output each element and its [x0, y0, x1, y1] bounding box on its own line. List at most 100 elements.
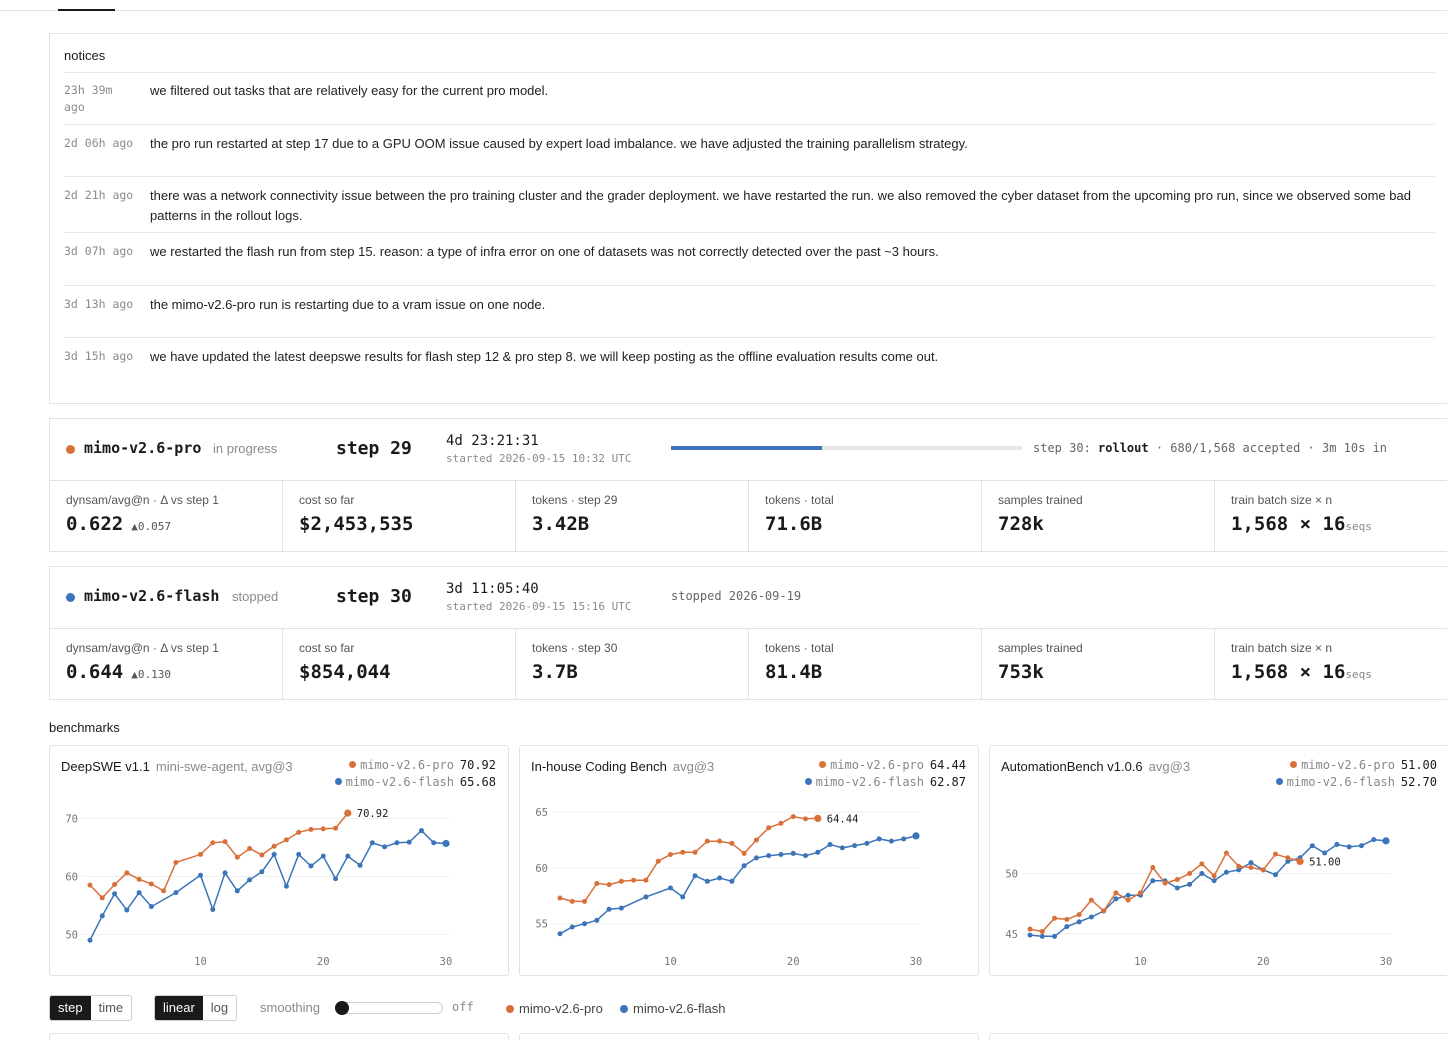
x-mode-step-button[interactable]: step: [50, 996, 91, 1020]
data-point[interactable]: [680, 849, 686, 855]
data-point[interactable]: [1211, 873, 1217, 879]
data-point[interactable]: [704, 838, 710, 844]
data-point[interactable]: [296, 851, 302, 857]
data-point[interactable]: [431, 840, 437, 846]
data-point[interactable]: [1088, 914, 1094, 920]
data-point[interactable]: [643, 877, 649, 883]
data-point[interactable]: [741, 850, 747, 856]
data-point[interactable]: [729, 878, 735, 884]
data-point[interactable]: [1334, 842, 1340, 847]
data-point[interactable]: [1174, 877, 1180, 883]
data-point[interactable]: [1322, 850, 1328, 856]
data-point[interactable]: [247, 877, 253, 883]
data-point[interactable]: [1248, 860, 1254, 866]
data-point[interactable]: [814, 814, 822, 822]
data-point[interactable]: [1052, 915, 1058, 921]
data-point[interactable]: [406, 839, 412, 845]
data-point[interactable]: [1052, 933, 1058, 939]
data-point[interactable]: [717, 838, 723, 844]
data-point[interactable]: [333, 825, 339, 831]
data-point[interactable]: [753, 855, 759, 861]
data-point[interactable]: [124, 870, 130, 876]
data-point[interactable]: [569, 924, 575, 930]
data-point[interactable]: [1236, 863, 1242, 869]
data-point[interactable]: [222, 870, 228, 876]
chart-legend-item[interactable]: mimo-v2.6-flash 52.70: [1275, 775, 1437, 792]
data-point[interactable]: [283, 837, 289, 843]
data-point[interactable]: [1273, 851, 1279, 857]
run-name[interactable]: mimo-v2.6-pro: [84, 439, 202, 457]
data-point[interactable]: [148, 904, 154, 910]
data-point[interactable]: [382, 844, 388, 850]
data-point[interactable]: [1088, 897, 1094, 903]
data-point[interactable]: [320, 826, 326, 832]
data-point[interactable]: [1162, 880, 1168, 886]
data-point[interactable]: [1296, 857, 1304, 866]
data-point[interactable]: [864, 840, 870, 846]
data-point[interactable]: [320, 853, 326, 859]
data-point[interactable]: [803, 816, 809, 822]
data-point[interactable]: [136, 890, 142, 896]
data-point[interactable]: [197, 872, 203, 878]
data-point[interactable]: [1236, 867, 1242, 873]
data-point[interactable]: [815, 849, 821, 855]
data-point[interactable]: [234, 888, 240, 894]
data-point[interactable]: [778, 852, 784, 858]
data-point[interactable]: [1125, 897, 1131, 903]
data-point[interactable]: [1150, 878, 1156, 884]
data-point[interactable]: [222, 839, 228, 845]
data-point[interactable]: [1174, 885, 1180, 891]
data-point[interactable]: [692, 849, 698, 855]
data-point[interactable]: [827, 842, 833, 847]
scale-log-button[interactable]: log: [202, 996, 237, 1020]
data-point[interactable]: [1113, 890, 1119, 896]
data-point[interactable]: [87, 937, 93, 943]
data-point[interactable]: [643, 894, 649, 900]
x-mode-time-button[interactable]: time: [90, 996, 132, 1020]
data-point[interactable]: [136, 876, 142, 882]
data-point[interactable]: [1346, 844, 1352, 850]
data-point[interactable]: [112, 891, 118, 897]
data-point[interactable]: [876, 836, 882, 842]
data-point[interactable]: [778, 820, 784, 826]
data-point[interactable]: [618, 905, 624, 911]
data-point[interactable]: [680, 894, 686, 900]
data-point[interactable]: [173, 890, 179, 896]
data-point[interactable]: [741, 863, 747, 869]
chart-legend-item[interactable]: mimo-v2.6-pro 51.00: [1276, 758, 1437, 775]
data-point[interactable]: [1113, 896, 1119, 902]
data-point[interactable]: [594, 881, 600, 887]
data-point[interactable]: [1211, 878, 1217, 884]
data-point[interactable]: [1285, 858, 1291, 864]
chart-legend-item[interactable]: mimo-v2.6-pro 64.44: [805, 758, 966, 775]
smoothing-slider[interactable]: [335, 1001, 443, 1015]
data-point[interactable]: [655, 858, 661, 864]
data-point[interactable]: [839, 845, 845, 851]
data-point[interactable]: [1076, 912, 1082, 918]
data-point[interactable]: [1223, 850, 1229, 856]
data-point[interactable]: [345, 853, 351, 859]
data-point[interactable]: [692, 873, 698, 879]
data-point[interactable]: [582, 921, 588, 927]
data-point[interactable]: [1382, 837, 1390, 845]
data-point[interactable]: [1076, 919, 1082, 925]
data-point[interactable]: [1358, 843, 1364, 849]
data-point[interactable]: [394, 840, 400, 846]
data-point[interactable]: [704, 878, 710, 884]
data-point[interactable]: [618, 878, 624, 884]
data-point[interactable]: [442, 839, 450, 848]
data-point[interactable]: [901, 836, 907, 842]
data-point[interactable]: [173, 859, 179, 865]
data-point[interactable]: [852, 843, 858, 849]
scale-linear-button[interactable]: linear: [155, 996, 203, 1020]
data-point[interactable]: [1064, 916, 1070, 922]
data-point[interactable]: [753, 837, 759, 843]
data-point[interactable]: [1039, 929, 1045, 934]
data-point[interactable]: [87, 882, 93, 888]
data-point[interactable]: [1039, 933, 1045, 939]
data-point[interactable]: [729, 840, 735, 846]
data-point[interactable]: [210, 906, 216, 912]
data-point[interactable]: [1137, 890, 1143, 896]
data-point[interactable]: [582, 898, 588, 904]
data-point[interactable]: [594, 917, 600, 923]
